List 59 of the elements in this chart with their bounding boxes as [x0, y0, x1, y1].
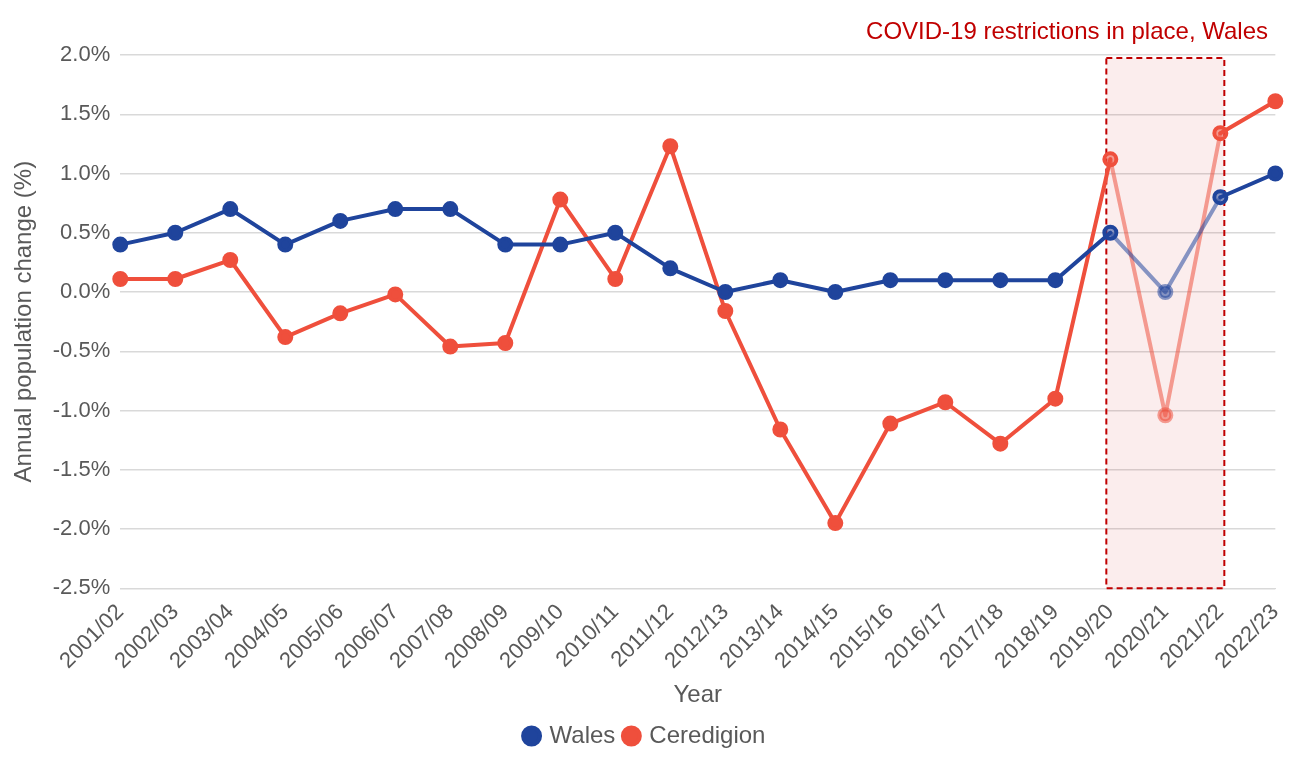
point: [222, 252, 239, 269]
point: [607, 270, 624, 287]
point: [1212, 125, 1229, 142]
legend-label: Ceredigion: [649, 720, 766, 748]
y-tick-label: -2.5%: [52, 574, 111, 600]
point: [332, 212, 349, 229]
point: [937, 394, 954, 411]
point: [497, 334, 514, 351]
y-tick-label: -1.0%: [52, 396, 111, 422]
y-tick-label: 1.0%: [60, 159, 111, 185]
point: [497, 236, 514, 253]
y-tick-label: 1.5%: [60, 100, 111, 126]
point: [717, 302, 734, 319]
point: [332, 305, 349, 322]
point: [882, 415, 899, 432]
point: [992, 435, 1009, 452]
point: [992, 272, 1009, 289]
point: [1047, 272, 1064, 289]
x-axis-title: Year: [673, 680, 723, 708]
point: [1267, 93, 1284, 110]
point: [607, 224, 624, 241]
y-tick-label: -2.0%: [52, 515, 111, 541]
band-label: COVID-19 restrictions in place, Wales: [866, 16, 1268, 44]
point: [1157, 407, 1174, 424]
point: [662, 138, 679, 155]
y-axis-title: Annual population change (%): [9, 160, 37, 483]
point: [167, 270, 184, 287]
point: [112, 270, 129, 287]
point: [882, 272, 899, 289]
point: [442, 201, 459, 218]
point: [937, 272, 954, 289]
point: [1267, 165, 1284, 182]
point: [222, 201, 239, 218]
point: [717, 284, 734, 301]
point: [827, 284, 844, 301]
point: [1212, 189, 1229, 206]
point: [827, 515, 844, 532]
y-tick-label: -1.5%: [52, 455, 111, 481]
point: [277, 329, 294, 346]
point: [1102, 224, 1119, 241]
point: [1102, 151, 1119, 168]
point: [277, 236, 294, 253]
point: [552, 236, 569, 253]
point: [662, 260, 679, 277]
point: [772, 272, 789, 289]
point: [387, 201, 404, 218]
point: [772, 421, 789, 438]
point: [552, 191, 569, 208]
y-tick-label: 0.5%: [60, 218, 111, 244]
point: [442, 338, 459, 355]
point: [1157, 284, 1174, 301]
legend-label: Wales: [549, 720, 616, 748]
y-tick-label: -0.5%: [52, 337, 111, 363]
point: [167, 224, 184, 241]
y-tick-label: 0.0%: [60, 278, 111, 304]
point: [387, 286, 404, 303]
point: [1047, 390, 1064, 407]
y-tick-label: 2.0%: [60, 41, 111, 67]
point: [112, 236, 129, 253]
